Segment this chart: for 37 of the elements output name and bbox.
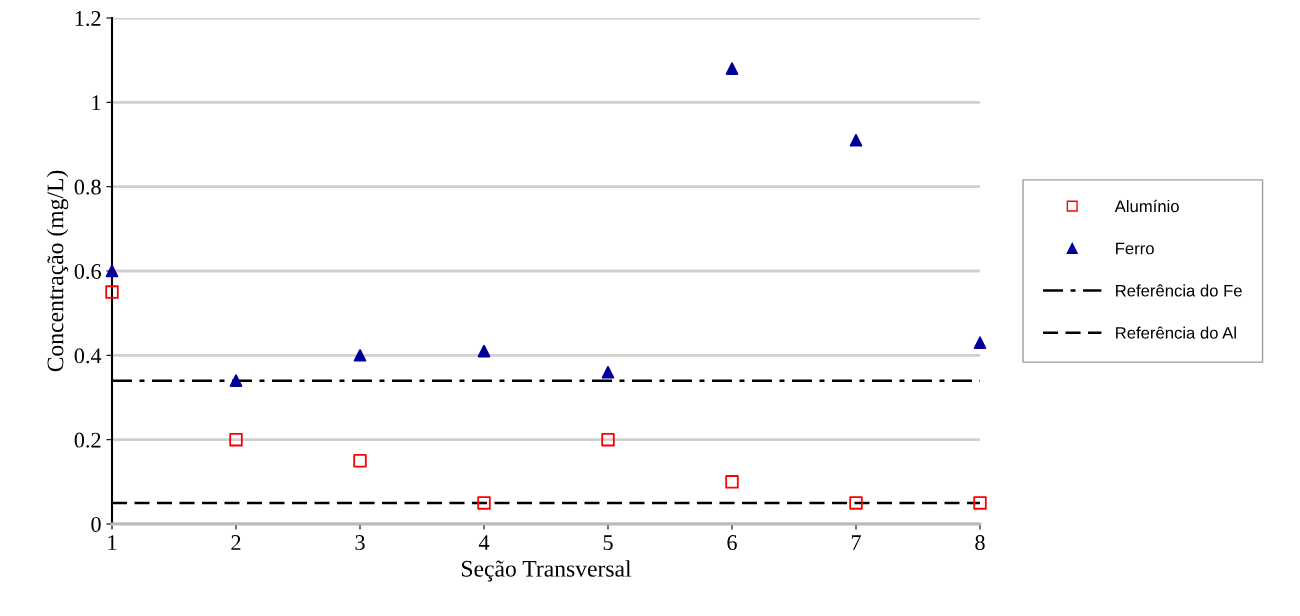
point (105, 285, 119, 299)
y-tick-label: 1.2 (75, 10, 101, 27)
point (973, 496, 987, 510)
x-tick-label: 3 (355, 535, 365, 551)
x-tick-label: 5 (603, 535, 613, 551)
legend-label: Alumínio (1114, 199, 1179, 213)
x-tick-label: 8 (975, 535, 985, 551)
point (849, 496, 863, 510)
y-tick-label: 1 (92, 95, 101, 111)
point (601, 432, 615, 447)
legend-label: Ferro (1116, 242, 1154, 255)
x-tick-label: 6 (727, 535, 737, 551)
point (229, 432, 243, 447)
x-tick-label: 7 (851, 535, 861, 550)
y-axis-title: Concentração (mg/L) (46, 170, 69, 372)
x-tick-label: 2 (231, 535, 241, 550)
point (601, 365, 615, 379)
x-axis-title: Seção Transversal (461, 560, 632, 582)
point (353, 349, 367, 362)
y-tick-label: 0 (91, 516, 101, 532)
point (477, 344, 491, 358)
point (725, 475, 739, 489)
y-tick-label: 0.6 (74, 263, 101, 280)
point (849, 133, 863, 147)
y-tick-label: 0.8 (74, 179, 101, 195)
x-tick-label: 4 (478, 535, 490, 550)
y-tick-label: 0.4 (74, 348, 102, 364)
point (973, 336, 987, 349)
point (353, 454, 367, 468)
point (477, 496, 491, 510)
point (725, 62, 739, 75)
point (229, 374, 243, 387)
x-tick-label: 1 (108, 535, 117, 550)
legend-label: Referência do Fe (1116, 284, 1242, 297)
point (105, 264, 119, 278)
y-tick-label: 0.2 (74, 432, 101, 448)
legend-label: Referência do Al (1116, 326, 1236, 339)
